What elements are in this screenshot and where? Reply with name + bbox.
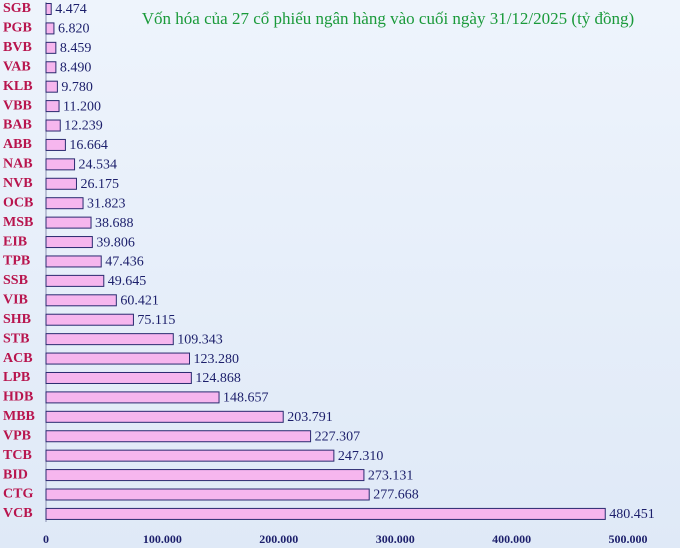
value-label: 60.421 — [120, 294, 159, 309]
value-label: 24.534 — [79, 158, 118, 173]
y-tick-label: VCB — [3, 506, 33, 521]
value-label: 8.490 — [60, 60, 91, 75]
bar — [45, 469, 365, 482]
bar — [45, 430, 312, 443]
x-tick-label: 500.000 — [609, 532, 648, 546]
value-label: 277.668 — [373, 488, 419, 503]
bar — [45, 197, 84, 210]
x-tick-label: 300.000 — [376, 532, 415, 546]
y-tick-label: LPB — [3, 370, 30, 385]
value-label: 8.459 — [60, 41, 92, 56]
bar — [45, 274, 105, 287]
bar — [45, 236, 93, 249]
bar — [45, 3, 52, 15]
value-label: 47.436 — [105, 255, 144, 270]
value-label: 12.239 — [64, 119, 103, 134]
value-label: 247.310 — [338, 449, 384, 464]
bar — [45, 294, 117, 307]
y-tick-label: PGB — [3, 21, 32, 36]
y-tick-label: NAB — [3, 157, 33, 172]
y-tick-label: NVB — [3, 176, 33, 191]
y-tick-label: SSB — [3, 273, 28, 288]
bar — [45, 22, 55, 35]
y-tick-label: TCB — [3, 448, 32, 463]
value-label: 480.451 — [609, 507, 655, 522]
y-tick-label: STB — [3, 331, 29, 346]
x-tick-label: 100.000 — [143, 532, 182, 546]
y-tick-label: BVB — [3, 40, 32, 55]
value-label: 124.868 — [195, 371, 241, 386]
y-tick-label: VIB — [3, 293, 28, 308]
bar — [45, 41, 57, 54]
bar — [45, 507, 606, 520]
value-label: 9.780 — [61, 80, 93, 95]
y-tick-label: MBB — [3, 409, 35, 424]
value-label: 26.175 — [80, 177, 119, 192]
bar — [45, 100, 60, 113]
y-tick-label: VBB — [3, 98, 32, 113]
y-tick-label: BAB — [3, 118, 32, 133]
value-label: 227.307 — [315, 429, 361, 444]
x-tick-label: 0 — [43, 532, 49, 546]
bar — [45, 138, 66, 151]
bar — [45, 177, 77, 190]
bar — [45, 119, 61, 132]
bar — [45, 216, 92, 229]
bar — [45, 410, 284, 423]
y-tick-label: CTG — [3, 487, 33, 502]
value-label: 49.645 — [108, 274, 146, 289]
value-label: 31.823 — [87, 196, 126, 211]
value-label: 148.657 — [223, 391, 269, 406]
y-tick-label: BID — [3, 467, 28, 482]
bar — [45, 255, 102, 268]
value-label: 203.791 — [287, 410, 333, 425]
bar — [45, 313, 134, 326]
y-tick-label: ABB — [3, 137, 32, 152]
y-tick-label: OCB — [3, 195, 33, 210]
value-label: 109.343 — [177, 332, 223, 347]
y-tick-label: VAB — [3, 59, 31, 74]
bar — [45, 80, 58, 93]
value-label: 16.664 — [69, 138, 108, 153]
y-tick-label: HDB — [3, 390, 33, 405]
value-label: 11.200 — [63, 99, 101, 114]
value-label: 273.131 — [368, 468, 414, 483]
bar — [45, 488, 370, 501]
bar — [45, 371, 192, 384]
y-tick-label: MSB — [3, 215, 33, 230]
y-tick-label: SHB — [3, 312, 31, 327]
value-label: 38.688 — [95, 216, 134, 231]
chart-title: Vốn hóa của 27 cổ phiếu ngân hàng vào cu… — [142, 9, 634, 28]
y-tick-label: VPB — [3, 428, 31, 443]
bar — [45, 391, 220, 404]
value-label: 123.280 — [193, 352, 239, 367]
y-tick-label: EIB — [3, 234, 27, 249]
value-label: 6.820 — [58, 22, 89, 37]
x-tick-label: 200.000 — [259, 532, 298, 546]
y-tick-label: KLB — [3, 79, 33, 94]
value-label: 39.806 — [96, 235, 135, 250]
y-tick-label: SGB — [3, 1, 31, 16]
y-tick-label: ACB — [3, 351, 33, 366]
value-label: 4.474 — [55, 2, 86, 17]
value-label: 75.115 — [137, 313, 175, 328]
bar — [45, 352, 190, 365]
bar — [45, 158, 76, 171]
bar — [45, 449, 335, 462]
x-tick-label: 400.000 — [492, 532, 531, 546]
bar — [45, 333, 174, 346]
y-tick-label: TPB — [3, 254, 30, 269]
bar — [45, 61, 57, 74]
